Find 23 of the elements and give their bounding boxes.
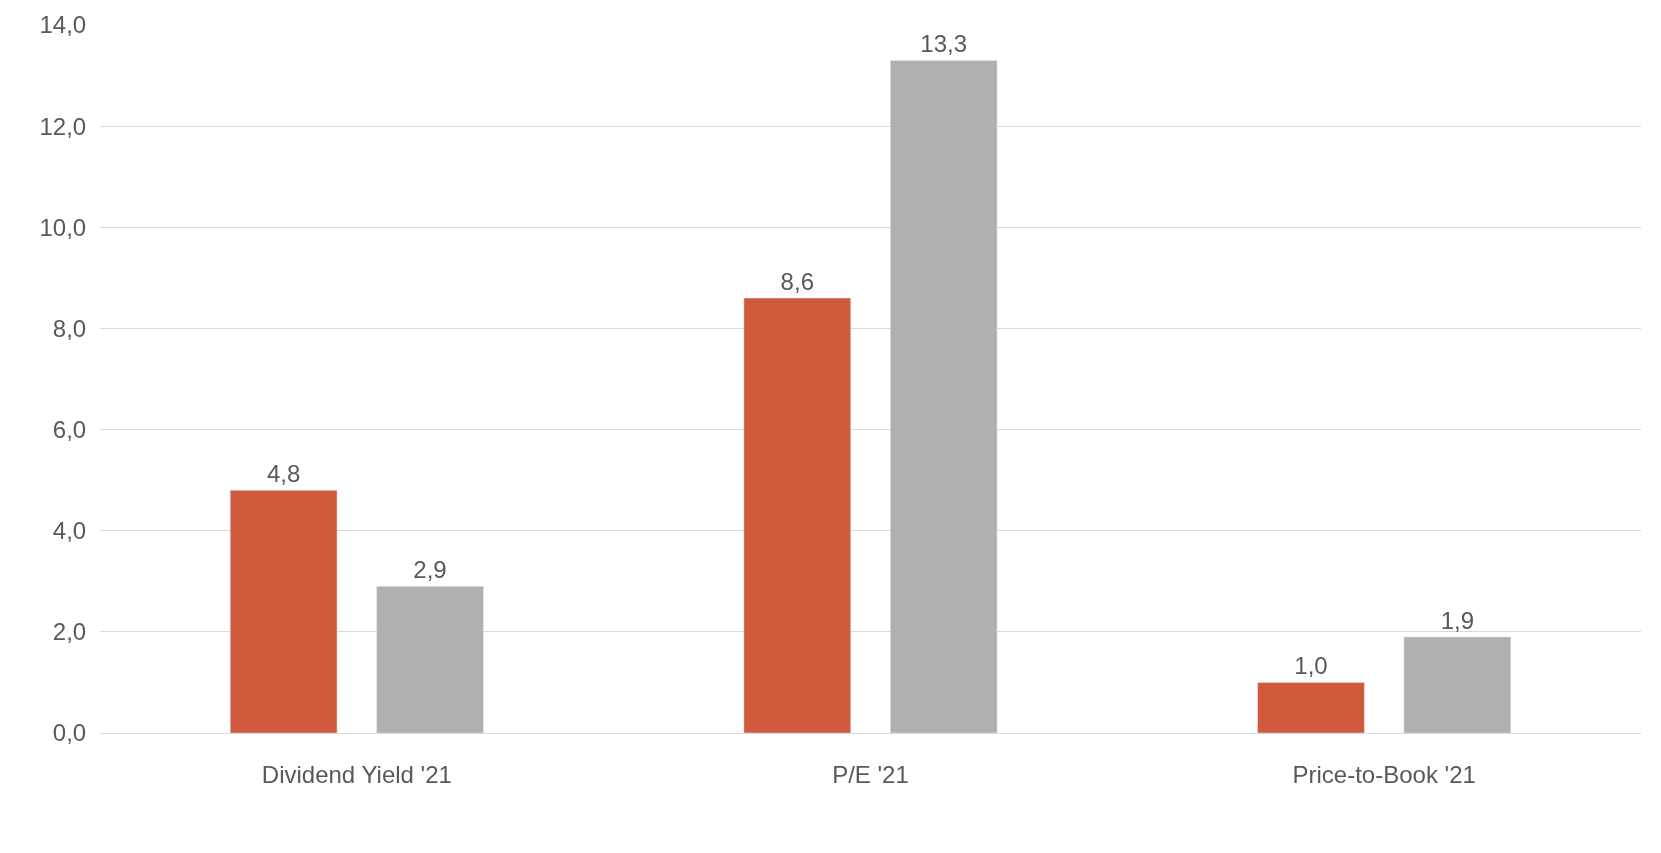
bar	[1257, 682, 1365, 733]
bar	[890, 60, 998, 733]
data-label: 1,0	[1294, 652, 1328, 680]
y-tick-label: 14,0	[39, 11, 87, 39]
bar	[743, 297, 851, 733]
data-label: 1,9	[1440, 606, 1475, 634]
y-tick-label: 2,0	[52, 618, 87, 646]
data-label: 8,6	[780, 268, 814, 296]
y-tick-label: 10,0	[39, 213, 87, 241]
y-tick-label: 0,0	[52, 719, 87, 747]
y-tick-label: 4,0	[52, 517, 87, 545]
data-label: 13,3	[920, 30, 968, 58]
bar	[1403, 636, 1512, 733]
x-tick-label: Price-to-Book '21	[1292, 760, 1476, 788]
data-label: 2,9	[413, 556, 447, 584]
y-tick-label: 6,0	[52, 415, 87, 443]
bar	[376, 586, 484, 733]
y-tick-label: 8,0	[52, 314, 87, 342]
bar	[229, 490, 338, 733]
y-tick-label: 12,0	[39, 112, 87, 140]
x-tick-label: Dividend Yield '21	[261, 760, 452, 788]
data-label: 4,8	[266, 460, 301, 488]
x-tick-label: P/E '21	[832, 760, 909, 788]
